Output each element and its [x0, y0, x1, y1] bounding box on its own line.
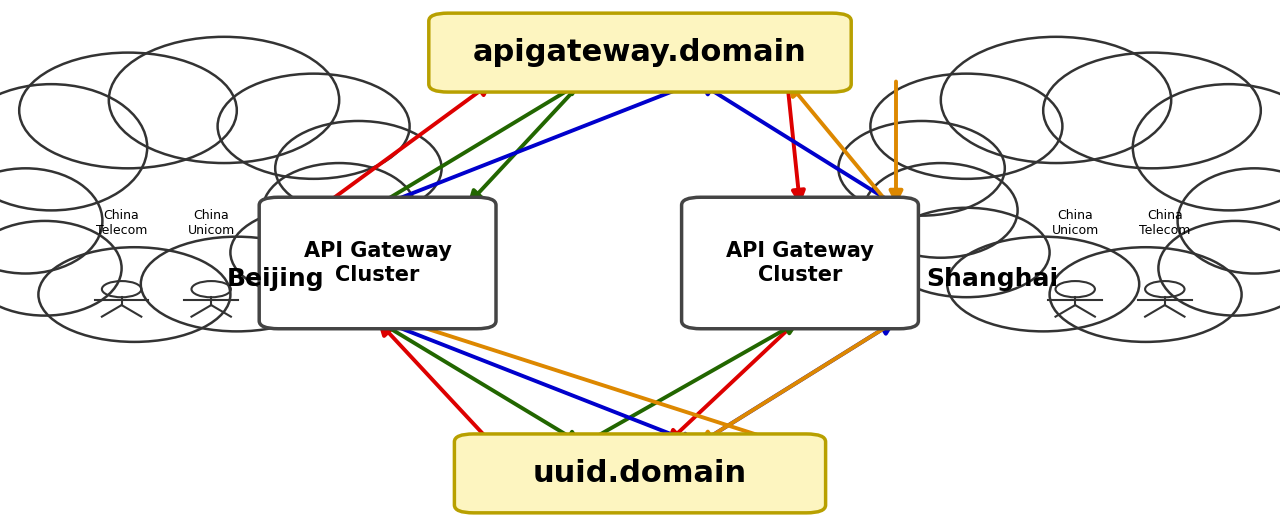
- Ellipse shape: [1133, 84, 1280, 210]
- Text: API Gateway
Cluster: API Gateway Cluster: [726, 241, 874, 285]
- Ellipse shape: [1050, 247, 1242, 342]
- Ellipse shape: [109, 37, 339, 163]
- Ellipse shape: [1043, 53, 1261, 168]
- Ellipse shape: [1158, 221, 1280, 316]
- Ellipse shape: [230, 208, 397, 297]
- Text: China
Unicom: China Unicom: [1052, 209, 1098, 237]
- Ellipse shape: [38, 247, 230, 342]
- Ellipse shape: [19, 53, 237, 168]
- Text: China
Telecom: China Telecom: [96, 209, 147, 237]
- Ellipse shape: [0, 84, 147, 210]
- Ellipse shape: [838, 121, 1005, 216]
- Ellipse shape: [947, 237, 1139, 331]
- Ellipse shape: [218, 74, 410, 179]
- Ellipse shape: [275, 121, 442, 216]
- Ellipse shape: [0, 221, 122, 316]
- FancyBboxPatch shape: [259, 197, 495, 329]
- Ellipse shape: [883, 208, 1050, 297]
- Ellipse shape: [1178, 168, 1280, 274]
- Text: API Gateway
Cluster: API Gateway Cluster: [303, 241, 452, 285]
- Ellipse shape: [864, 163, 1018, 258]
- Text: apigateway.domain: apigateway.domain: [474, 38, 806, 67]
- Text: China
Telecom: China Telecom: [1139, 209, 1190, 237]
- Ellipse shape: [870, 74, 1062, 179]
- Ellipse shape: [941, 37, 1171, 163]
- Ellipse shape: [262, 163, 416, 258]
- Text: uuid.domain: uuid.domain: [532, 459, 748, 488]
- Text: China
Unicom: China Unicom: [188, 209, 234, 237]
- FancyBboxPatch shape: [454, 434, 826, 513]
- Ellipse shape: [0, 168, 102, 274]
- FancyBboxPatch shape: [681, 197, 919, 329]
- Text: Beijing: Beijing: [227, 267, 324, 291]
- FancyBboxPatch shape: [429, 13, 851, 92]
- Text: Shanghai: Shanghai: [925, 267, 1059, 291]
- Ellipse shape: [141, 237, 333, 331]
